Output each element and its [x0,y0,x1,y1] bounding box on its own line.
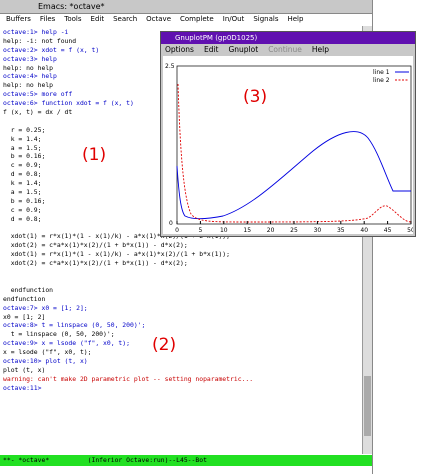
code-line: octave:7> x0 = [1; 2]; [3,303,88,312]
title-bar: Emacs: *octave* [0,0,372,14]
code-line: octave:4> help [3,72,57,81]
x-tick-label: 30 [314,227,322,234]
code-line: x0 = [1; 2] [3,312,46,321]
code-line: octave:3> help [3,54,57,63]
x-tick-label: 50 [407,227,413,234]
code-line: warning: can't make 2D parametric plot -… [3,374,254,383]
plot: (3) line 1 line 2 2.5 0 0 5 10 15 20 25 30 35 40… [163,56,413,234]
menu-item[interactable]: Search [113,15,138,23]
code-line: octave:1> help -i [3,28,69,36]
code-line: xdot(2) = c*a*x(1)*x(2)/(1 + b*x(1)) - d… [3,241,188,250]
code-line: octave:5> more off [3,90,73,99]
code-line: octave:8> t = linspace (0, 50, 200)'; [3,321,146,330]
code-line: octave:9> x = lsode ("f", x0, t); [3,339,130,348]
code-line: help: no help [3,81,54,90]
x-tick-label: 5 [198,227,202,234]
y-tick-label: 0 [169,220,173,227]
code-line [3,277,253,286]
code-line: help: -i: not found [3,36,77,45]
code-line: c = 0.9; [3,205,42,214]
gnuplot-window: GnuplotPM (gp0D1025) Options Edit Gnuplot C… [160,31,416,237]
x-tick-label: 10 [220,227,228,234]
menu-item[interactable]: Gnuplot [228,45,259,54]
code-line: k = 1.4; [3,179,42,188]
code-line: a = 1.5; [3,188,42,197]
scrollbar[interactable] [362,26,372,454]
legend-label: line 1 [373,69,390,76]
menu-bar: Buffers Files Tools Edit Search Octave Complet… [0,14,372,25]
x-tick-label: 20 [267,227,275,234]
code-line: xdot(2) = c*a*x(1)*x(2)/(1 + b*x(1)) - d… [3,259,188,268]
menu-item[interactable]: Edit [203,45,219,54]
code-line: t = linspace (0, 50, 200)'; [3,330,115,339]
annotation: (2) [152,335,177,355]
code-line: octave:2> xdot = f (x, t) [3,45,100,54]
code-line: octave:6> function xdot = f (x, t) [3,99,134,108]
code-line: octave:10> plot (t, x) [3,356,88,365]
code-line: d = 0.8; [3,214,42,223]
code-line: c = 0.9; [3,161,42,170]
curve-2 [177,83,412,223]
x-tick-label: 25 [290,227,298,234]
mode-line: **- *octave* (Inferior Octave:run)--L45-… [0,455,372,466]
annotation: (3) [243,87,267,107]
menu-item[interactable]: Continue [268,45,302,54]
x-tick-label: 0 [175,227,179,234]
menu-bar: Options Edit Gnuplot Continue Help [161,44,415,55]
code-line: x = lsode ("f", x0, t); [3,348,92,357]
x-tick-label: 15 [243,227,251,234]
menu-item[interactable]: Options [165,45,194,54]
code-line: f (x, t) = dx / dt [3,108,73,117]
annotation: (1) [82,145,107,165]
code-line: a = 1.5; [3,143,42,152]
menu-item[interactable]: Signals [253,15,279,23]
menu-item[interactable]: Help [287,15,304,23]
code-line: plot (t, x) [3,365,46,374]
menu-item[interactable]: In/Out [222,15,245,23]
window-title: Emacs: *octave* [38,2,105,11]
x-tick-label: 40 [360,227,368,234]
y-tick-label: 2.5 [165,63,175,70]
menu-item[interactable]: Files [39,15,56,23]
window-title: GnuplotPM (gp0D1025) [175,34,258,42]
code-line: endfunction [3,294,46,303]
menu-item[interactable]: Complete [180,15,214,23]
code-line [3,268,253,277]
legend-label: line 2 [373,77,390,84]
menu-item[interactable]: Tools [64,15,82,23]
x-tick-label: 45 [384,227,392,234]
menu-item[interactable]: Help [311,45,330,54]
x-tick-label: 35 [337,227,345,234]
code-line: xdot(1) = r*x(1)*(1 - x(1)/k) - a*x(1)*x… [3,250,231,259]
code-line: help: no help [3,63,54,72]
code-line: r = 0.25; [3,125,46,134]
menu-item[interactable]: Octave [146,15,171,23]
scroll-thumb[interactable] [364,376,371,436]
menu-item[interactable]: Buffers [6,15,31,23]
title-bar: GnuplotPM (gp0D1025) [161,32,415,44]
code-line: b = 0.16; [3,196,46,205]
code-line: d = 0.8; [3,170,42,179]
plot-background [163,56,413,234]
curve-1 [176,131,411,220]
buffer: octave:1> help -i help: -i: not found octa… [3,28,253,393]
code-line: octave:11> [3,383,42,392]
menu-item[interactable]: Edit [90,15,105,23]
code-line: b = 0.16; [3,152,46,161]
code-line: k = 1.4; [3,134,42,143]
code-line: endfunction [3,285,54,294]
